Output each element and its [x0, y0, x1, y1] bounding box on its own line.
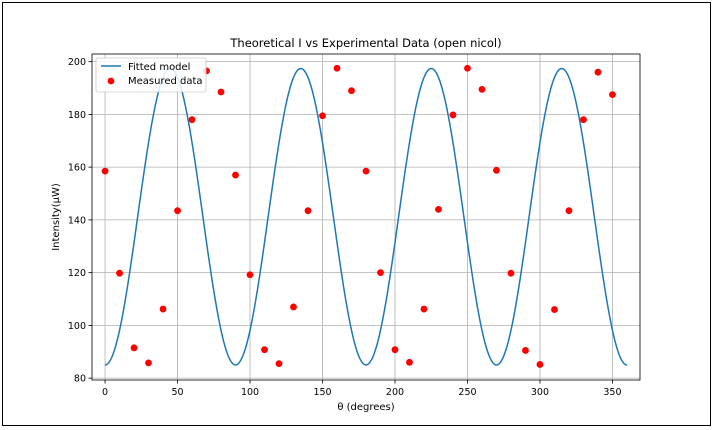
measured-data-point	[261, 346, 268, 354]
legend-marker-swatch	[107, 77, 115, 85]
x-tick-label: 350	[603, 387, 621, 398]
measured-data-point	[116, 269, 123, 277]
x-ticks: 0 50 100 150 200 250 300 350	[102, 380, 622, 398]
measured-data-point	[174, 207, 181, 215]
legend-box	[95, 57, 207, 93]
grid	[92, 54, 640, 380]
y-tick-label: 120	[68, 268, 86, 279]
plot-content	[101, 64, 628, 368]
measured-data-point	[507, 269, 515, 277]
measured-data-point	[304, 207, 312, 215]
x-tick-label: 200	[386, 387, 404, 398]
legend-label-measured: Measured data	[128, 76, 203, 87]
x-axis-label: θ (degrees)	[337, 402, 394, 413]
y-ticks: 80 100 120 140 160 180 200	[68, 57, 92, 385]
measured-data-point	[536, 361, 544, 368]
measured-data-point	[478, 85, 486, 93]
measured-data-point	[551, 306, 558, 313]
x-tick-label: 100	[241, 387, 259, 398]
measured-data-point	[391, 346, 399, 354]
measured-data-point	[217, 88, 225, 96]
measured-data-point	[348, 87, 355, 95]
measured-data-point	[420, 305, 428, 313]
measured-data-point	[130, 344, 138, 352]
measured-data-point	[449, 111, 457, 119]
x-tick-label: 50	[171, 387, 183, 398]
y-tick-label: 100	[68, 321, 86, 332]
measured-data-point	[594, 68, 602, 76]
measured-data-point	[290, 303, 297, 311]
measured-data-point	[406, 358, 413, 366]
y-tick-label: 80	[74, 374, 86, 385]
fitted-model-line	[104, 67, 628, 366]
measured-data-point	[319, 112, 326, 120]
y-axis-label: Intensity(μW)	[51, 183, 62, 251]
y-tick-label: 160	[68, 163, 86, 174]
measured-data-point	[377, 269, 384, 277]
legend: Fitted model Measured data	[95, 57, 207, 93]
measured-data-point	[580, 116, 587, 124]
x-tick-label: 300	[531, 387, 549, 398]
x-tick-label: 150	[313, 387, 331, 398]
y-tick-label: 200	[68, 57, 86, 68]
measured-data-point	[464, 64, 471, 72]
x-tick-label: 250	[458, 387, 476, 398]
plot-area-border	[91, 53, 641, 381]
measured-data-point	[145, 359, 152, 367]
legend-label-fitted: Fitted model	[128, 62, 190, 73]
measured-data-point	[493, 166, 500, 174]
measured-data-point	[275, 360, 283, 368]
measured-data-point	[565, 207, 573, 215]
measured-data-point	[362, 167, 370, 175]
measured-data-point	[101, 167, 109, 175]
measured-data-point	[609, 91, 616, 99]
measured-data-point	[232, 171, 239, 179]
measured-data-point	[435, 205, 442, 213]
measured-data-point	[522, 347, 529, 354]
y-tick-label: 140	[68, 215, 86, 226]
measured-data-point	[188, 116, 196, 124]
y-tick-label: 180	[68, 110, 86, 121]
chart-title: Theoretical I vs Experimental Data (open…	[229, 36, 501, 50]
measured-data-point	[246, 271, 254, 279]
measured-data-point	[333, 64, 341, 72]
measured-data-point	[159, 305, 167, 313]
x-tick-label: 0	[102, 387, 108, 398]
